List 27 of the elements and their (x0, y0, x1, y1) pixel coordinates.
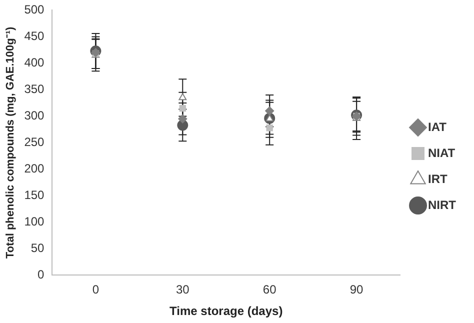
y-tick-label: 400 (24, 56, 45, 70)
legend-label: NIRT (428, 198, 457, 212)
legend-label: IRT (428, 172, 448, 186)
y-tick-label: 350 (24, 82, 45, 96)
y-tick-label: 0 (38, 268, 45, 282)
point (266, 114, 274, 122)
y-axis-title: Total phenolic compounds (mg, GAE.100g⁻¹) (4, 26, 17, 259)
y-tick-label: 50 (30, 241, 45, 256)
y-tick-label: 500 (24, 2, 45, 17)
y-tick-label: 250 (24, 135, 45, 150)
legend-label: NIAT (428, 146, 456, 160)
y-tick-label: 100 (24, 214, 45, 229)
point (266, 124, 273, 132)
x-tick-label: 60 (262, 282, 277, 297)
point (179, 104, 186, 112)
y-tick-label: 150 (24, 188, 45, 202)
x-tick-label: 90 (350, 282, 364, 297)
point (178, 93, 187, 100)
y-tick-label: 300 (24, 108, 45, 123)
legend-label: IAT (428, 120, 448, 134)
x-tick-label: 30 (176, 282, 190, 297)
x-tick-label: 0 (92, 282, 100, 297)
point (178, 114, 188, 124)
x-axis-title: Time storage (days) (170, 304, 283, 318)
y-tick-label: 200 (24, 162, 45, 176)
point (265, 106, 274, 116)
y-tick-label: 450 (24, 29, 45, 44)
